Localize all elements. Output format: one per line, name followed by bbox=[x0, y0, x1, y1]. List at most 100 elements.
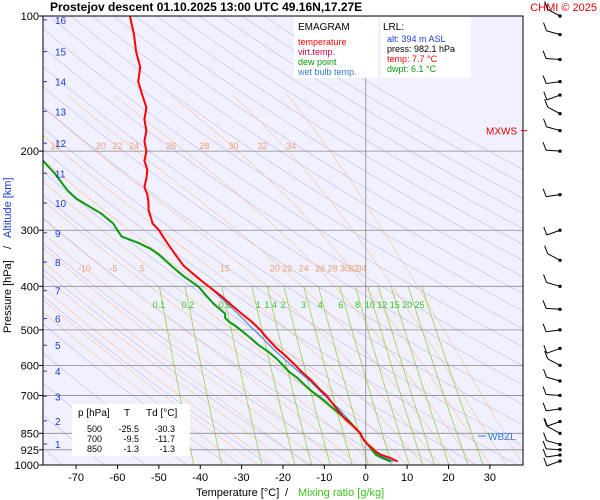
wind-barb-dot bbox=[558, 80, 562, 84]
wind-barb-flag bbox=[543, 418, 548, 427]
wind-barb-staff bbox=[546, 281, 561, 287]
wind-barb-dot bbox=[558, 453, 562, 457]
wind-barb-flag bbox=[542, 440, 547, 449]
theta-label: 15 bbox=[50, 141, 60, 151]
y-axis-label-separator: / bbox=[2, 245, 14, 249]
wind-barb-dot bbox=[558, 149, 562, 153]
wind-barb-dot bbox=[558, 307, 562, 311]
table-row-2-p: 850 bbox=[87, 444, 102, 454]
level-markers: MXWS WBZL bbox=[478, 127, 527, 443]
x-tick-label: 0 bbox=[363, 472, 369, 484]
mixing-ratio-label: 8 bbox=[355, 300, 360, 310]
wind-barb-flag bbox=[542, 448, 547, 458]
y-axis-label-pressure: Pressure [hPa] bbox=[2, 260, 14, 333]
legend-dew-point: dew point bbox=[298, 57, 337, 67]
wind-barb-dot bbox=[558, 442, 562, 446]
theta-label: 30 bbox=[228, 141, 238, 151]
wind-barb-dot bbox=[558, 193, 562, 197]
dry-adiabat bbox=[220, 16, 523, 199]
x-axis-ticks: -70 -60 -50 -40 -30 -20 -10 0 10 20 30 bbox=[68, 465, 496, 484]
theta-label: 32 bbox=[348, 264, 358, 274]
wind-barb-flag bbox=[542, 300, 547, 309]
wind-barb-staff bbox=[546, 408, 561, 412]
wind-barb-staff bbox=[546, 126, 561, 132]
dry-adiabat bbox=[156, 16, 523, 245]
table-row-1-p: 700 bbox=[87, 434, 102, 444]
altitude-tick-label: 5 bbox=[55, 341, 61, 352]
wind-barb-staff bbox=[545, 149, 561, 152]
mixing-ratio-label: 4 bbox=[318, 300, 323, 310]
wind-barb-staff bbox=[546, 440, 561, 445]
x-axis-label-temperature: Temperature [°C] bbox=[196, 487, 279, 499]
wind-barb-staff bbox=[546, 329, 561, 333]
pressure-tick-label: 500 bbox=[21, 325, 39, 337]
mxws-label: MXWS bbox=[486, 127, 517, 138]
wind-barb-dot bbox=[558, 258, 562, 262]
wind-barb-flag bbox=[543, 274, 548, 283]
mixing-ratio-label: 0.2 bbox=[182, 300, 195, 310]
mixing-ratio-label: 20 bbox=[402, 300, 412, 310]
dry-adiabat bbox=[177, 16, 523, 230]
table-row-0-td: -30.3 bbox=[154, 424, 175, 434]
lrl-dwpt: dwpt: 6.1 °C bbox=[387, 64, 437, 74]
pressure-tick-label: 850 bbox=[21, 428, 39, 440]
moist-adiabat bbox=[43, 247, 325, 465]
wind-barb-staff bbox=[547, 106, 561, 115]
x-tick-label: 20 bbox=[442, 472, 454, 484]
wind-barb-staff bbox=[545, 58, 561, 61]
moist-adiabat bbox=[43, 217, 358, 465]
lrl-press: press: 982.1 hPa bbox=[387, 44, 455, 54]
wind-barb-staff bbox=[546, 30, 561, 36]
wind-barb-staff bbox=[546, 347, 561, 354]
x-tick-label: -20 bbox=[275, 472, 291, 484]
wind-barb-flag bbox=[543, 432, 548, 441]
wind-barb-flag bbox=[542, 386, 547, 395]
theta-label: 20 bbox=[270, 264, 280, 274]
emagram-label: EMAGRAM bbox=[298, 22, 350, 33]
moist-adiabat-lines bbox=[43, 94, 523, 465]
altitude-tick-label: 2 bbox=[55, 417, 61, 428]
theta-label: 26 bbox=[315, 264, 325, 274]
pressure-tick-label: 925 bbox=[21, 445, 39, 457]
dry-adiabat bbox=[43, 66, 523, 386]
mixing-ratio-label: 1.4 bbox=[264, 300, 277, 310]
mixing-ratio-labels: 0.1 0.2 0.5 1 1.4 2 3 4 6 8 10 12 15 20 25 bbox=[153, 300, 425, 310]
wind-barb-dot bbox=[558, 448, 562, 452]
legend-wet-bulb: wet bulb temp. bbox=[297, 67, 357, 77]
theta-label: 5 bbox=[140, 264, 145, 274]
table-row-1-td: -11.7 bbox=[155, 434, 175, 444]
wind-barb-dot bbox=[558, 379, 562, 383]
moist-adiabat bbox=[43, 287, 275, 465]
wind-barb-flag bbox=[543, 226, 548, 236]
pressure-tick-label: 700 bbox=[21, 390, 39, 402]
wind-barb-flag bbox=[544, 418, 549, 427]
wind-barb-dot bbox=[558, 346, 562, 350]
x-tick-label: -40 bbox=[192, 472, 208, 484]
profile-series bbox=[43, 16, 399, 463]
wind-barb-dot bbox=[558, 328, 562, 332]
moist-adiabat bbox=[43, 261, 309, 465]
dry-adiabat bbox=[199, 16, 523, 214]
dry-adiabat bbox=[91, 16, 523, 295]
mixing-ratio-label: 3 bbox=[301, 300, 306, 310]
wind-barb-flag bbox=[543, 118, 548, 127]
moist-adiabat bbox=[43, 274, 292, 465]
wind-barb-staff bbox=[546, 454, 561, 458]
wind-barb-flag bbox=[542, 323, 547, 332]
x-axis-label-separator: / bbox=[285, 487, 289, 499]
wind-barb-dot bbox=[558, 58, 562, 62]
mixing-ratio-label: 2 bbox=[280, 300, 285, 310]
x-tick-label: -70 bbox=[68, 472, 84, 484]
x-tick-label: -50 bbox=[151, 472, 167, 484]
moist-adiabat bbox=[170, 94, 491, 465]
dry-adiabat bbox=[113, 16, 523, 278]
wind-barb-dot bbox=[558, 112, 562, 116]
wind-barb-flag bbox=[544, 98, 549, 108]
dry-adiabat bbox=[43, 85, 523, 405]
table-row-0-p: 500 bbox=[87, 424, 102, 434]
wind-barb-staff bbox=[546, 81, 561, 85]
wind-barb-staff bbox=[546, 460, 561, 467]
series-temperature bbox=[128, 16, 399, 463]
wind-barb-flag bbox=[544, 1, 549, 10]
